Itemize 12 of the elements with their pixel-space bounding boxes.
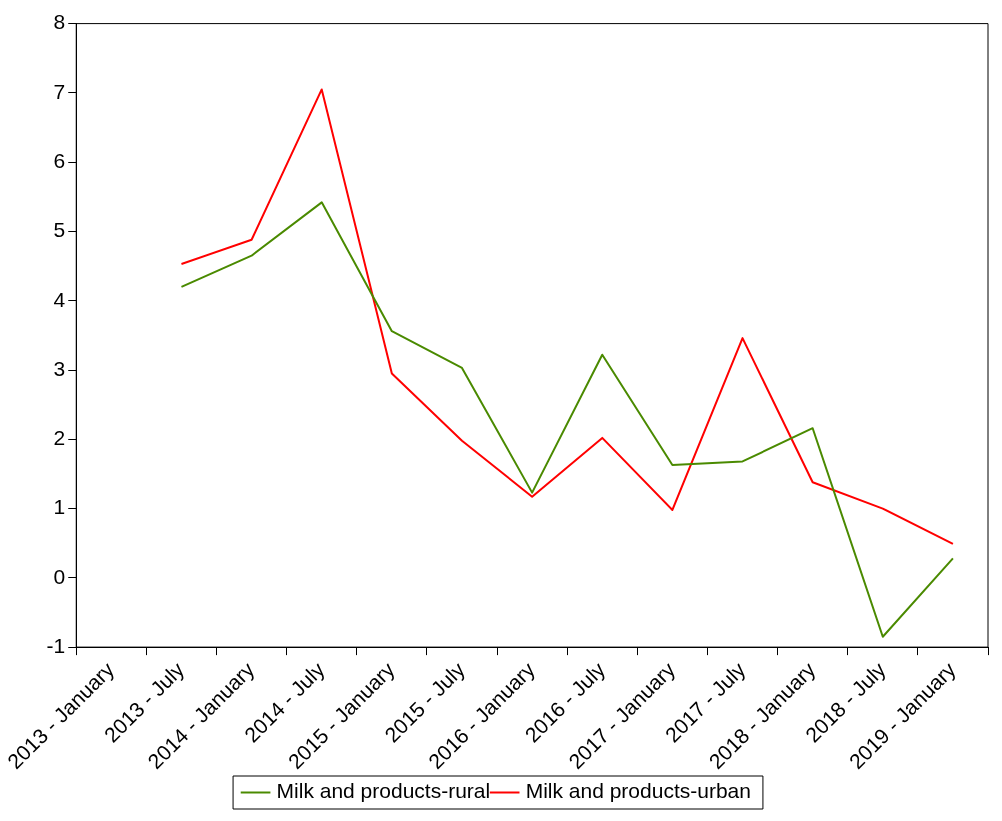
legend-label: Milk and products-rural	[276, 779, 491, 803]
y-tick-label: 5	[53, 218, 66, 242]
legend-label: Milk and products-urban	[525, 779, 751, 803]
y-tick-label: -1	[46, 633, 66, 657]
y-tick-label: 0	[53, 564, 66, 588]
y-tick-label: 8	[53, 10, 66, 34]
y-tick-label: 2	[53, 426, 66, 450]
y-tick-label: 4	[53, 287, 66, 311]
y-tick-label: 3	[53, 356, 66, 380]
y-tick-label: 1	[53, 495, 66, 519]
y-tick-label: 7	[53, 79, 66, 103]
y-tick-label: 6	[53, 148, 66, 172]
